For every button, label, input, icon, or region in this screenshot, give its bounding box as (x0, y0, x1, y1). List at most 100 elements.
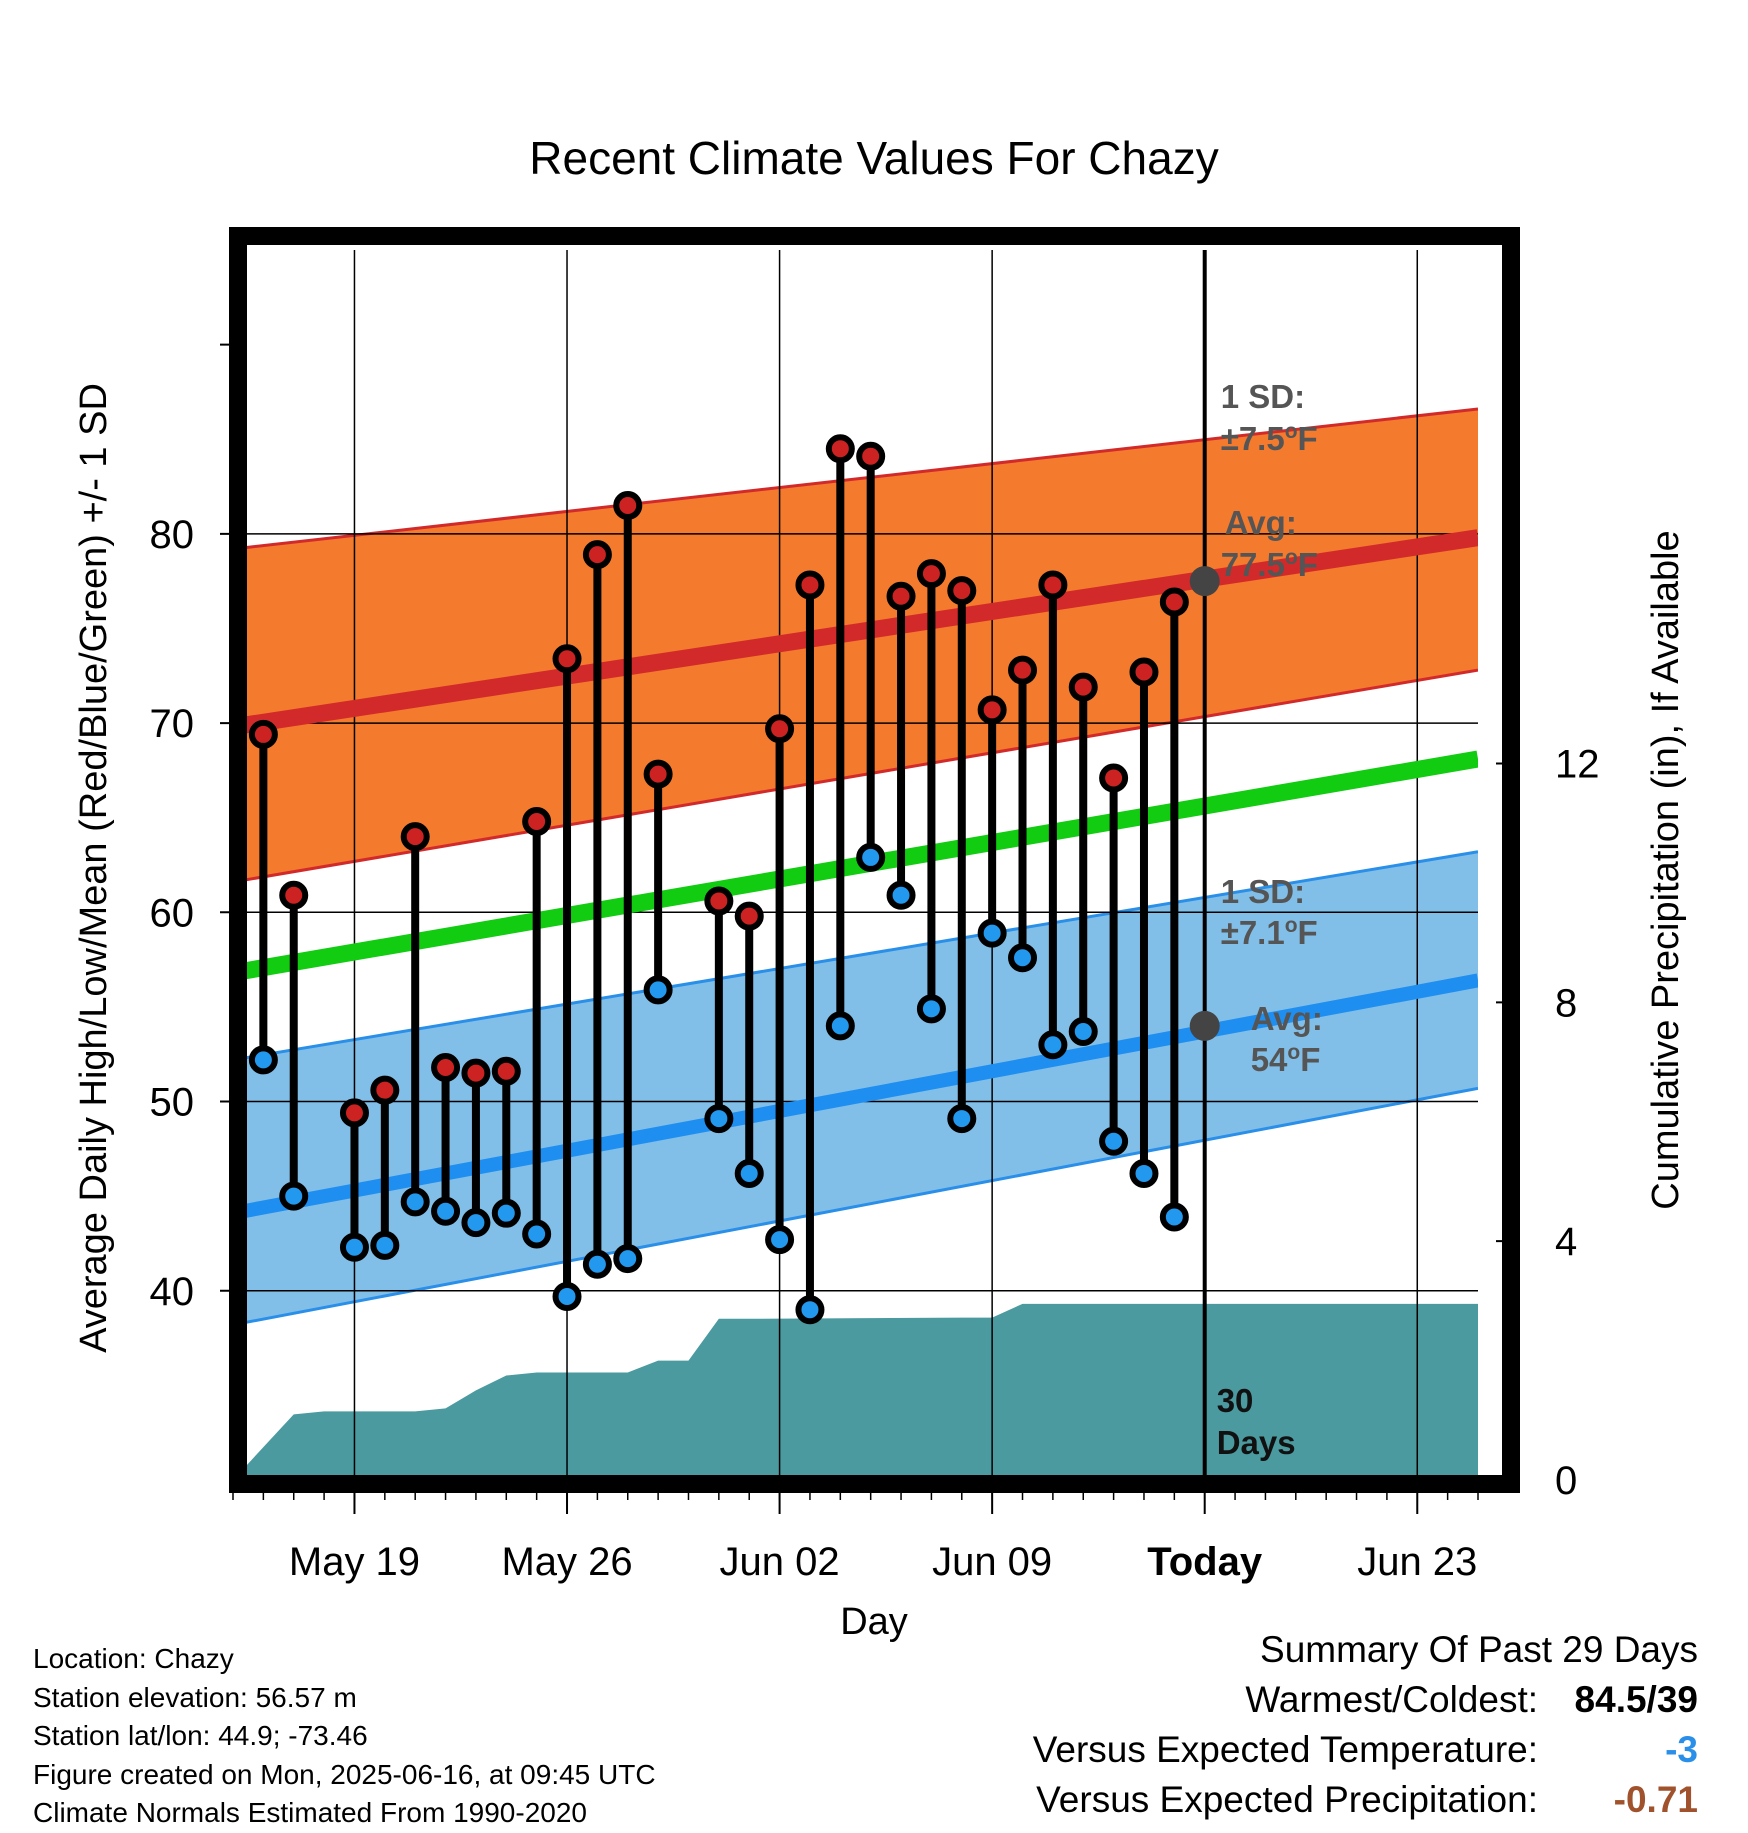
daily-high-point (1008, 655, 1038, 685)
daily-high-point (1129, 657, 1159, 687)
daily-high-point (1068, 672, 1098, 702)
avg-mean-line (233, 750, 1478, 982)
daily-high-point (613, 490, 643, 520)
daily-high-point (916, 559, 946, 589)
y-tick-label: 70 (150, 702, 195, 746)
daily-low-point (522, 1219, 552, 1249)
summary-title: Summary Of Past 29 Days (1260, 1629, 1698, 1670)
daily-low-point (582, 1249, 612, 1279)
x-tick-label: May 26 (501, 1540, 632, 1584)
high-sd-lower-edge (233, 668, 1478, 884)
daily-high-point (947, 576, 977, 606)
daily-low-point (977, 918, 1007, 948)
daily-high-point (1099, 763, 1129, 793)
high-sd-band (233, 408, 1478, 883)
daily-high-point (977, 695, 1007, 725)
x-tick-label: Jun 02 (720, 1540, 840, 1584)
y2-tick-label: 8 (1555, 981, 1577, 1025)
daily-low-point (643, 975, 673, 1005)
high-sd-label: 1 SD: (1221, 378, 1305, 415)
daily-low-point (825, 1011, 855, 1041)
daily-low-point (370, 1230, 400, 1260)
daily-low-point (795, 1295, 825, 1325)
summary-panel: Summary Of Past 29 Days Warmest/Coldest:… (1033, 1625, 1698, 1825)
warm-cold-value: 84.5/39 (1574, 1679, 1698, 1720)
daily-high-point (1159, 587, 1189, 617)
y-tick-label: 80 (150, 513, 195, 557)
daily-high-point (461, 1058, 491, 1088)
y2-tick-label: 4 (1555, 1220, 1577, 1264)
daily-high-point (431, 1052, 461, 1082)
y-tick-label: 40 (150, 1270, 195, 1314)
warm-cold-label: Warmest/Coldest: (1245, 1679, 1538, 1720)
created-text: Figure created on Mon, 2025-06-16, at 09… (33, 1758, 656, 1790)
daily-high-point (886, 581, 916, 611)
avg-low-line (233, 973, 1478, 1221)
daily-high-point (279, 880, 309, 910)
daily-high-point (856, 441, 886, 471)
daily-low-point (765, 1225, 795, 1255)
daily-low-point (461, 1208, 491, 1238)
low-sd-upper-edge (233, 850, 1478, 1062)
low-avg-label: Avg: (1251, 1000, 1323, 1037)
daily-low-point (947, 1104, 977, 1134)
summary-precip-row: Versus Expected Precipitation: -0.71 (1033, 1775, 1698, 1825)
daily-low-point (400, 1187, 430, 1217)
high-sd-value: ±7.5oF (1221, 420, 1318, 457)
x-tick-label: Today (1147, 1540, 1263, 1584)
temp-value: -3 (1665, 1729, 1698, 1770)
today-low-normal-marker (1189, 1010, 1220, 1041)
days-label-text: Days (1217, 1424, 1296, 1461)
daily-high-point (795, 570, 825, 600)
daily-low-point (248, 1045, 278, 1075)
y2-tick-label: 12 (1555, 742, 1600, 786)
daily-low-point (339, 1232, 369, 1262)
daily-low-point (734, 1158, 764, 1188)
precip-area (233, 1303, 1478, 1480)
station-info: Location: Chazy Station elevation: 56.57… (33, 1640, 656, 1833)
plot-area: 1 SD: ±7.5oF Avg: 77.5oF 1 SD: ±7.1oF Avg: 54oF… (150, 227, 1600, 1584)
summary-temp-row: Versus Expected Temperature: -3 (1033, 1725, 1698, 1775)
x-tick-label: Jun 23 (1357, 1540, 1477, 1584)
daily-high-point (339, 1098, 369, 1128)
daily-low-point (431, 1196, 461, 1226)
low-sd-label: 1 SD: (1221, 873, 1305, 910)
y2-axis-label: Cumulative Precipitation (in), If Availa… (1645, 530, 1687, 1209)
location-text: Location: Chazy (33, 1643, 234, 1674)
daily-high-point (765, 714, 795, 744)
plot-content (233, 250, 1478, 1480)
avg-high-line (233, 529, 1478, 736)
temp-label: Versus Expected Temperature: (1032, 1729, 1538, 1770)
daily-low-point (1159, 1202, 1189, 1232)
x-tick-label: Jun 09 (932, 1540, 1052, 1584)
x-axis-label: Day (840, 1601, 908, 1643)
daily-high-point (552, 644, 582, 674)
daily-high-point (248, 719, 278, 749)
low-avg-value: 54oF (1251, 1041, 1321, 1078)
daily-low-point (916, 994, 946, 1024)
today-high-normal-marker (1189, 566, 1220, 597)
daily-high-point (370, 1075, 400, 1105)
daily-low-point (886, 880, 916, 910)
daily-low-point (491, 1198, 521, 1228)
high-sd-upper-edge (233, 407, 1478, 551)
low-sd-band (233, 851, 1478, 1325)
low-sd-value: ±7.1oF (1221, 914, 1318, 951)
daily-high-point (400, 822, 430, 852)
daily-low-point (1068, 1017, 1098, 1047)
daily-low-point (1099, 1126, 1129, 1156)
latlon-text: Station lat/lon: 44.9; -73.46 (33, 1720, 368, 1751)
elevation-text: Station elevation: 56.57 m (33, 1681, 357, 1713)
days-label-number: 30 (1217, 1382, 1254, 1419)
daily-low-point (552, 1281, 582, 1311)
y-tick-label: 50 (150, 1081, 195, 1125)
daily-high-point (522, 806, 552, 836)
daily-low-point (613, 1244, 643, 1274)
daily-low-point (279, 1181, 309, 1211)
x-tick-label: May 19 (289, 1540, 420, 1584)
plot-frame (229, 227, 1520, 1493)
daily-low-point (1038, 1030, 1068, 1060)
normals-text: Climate Normals Estimated From 1990-2020 (33, 1797, 587, 1828)
daily-high-point (825, 434, 855, 464)
daily-high-point (1038, 570, 1068, 600)
